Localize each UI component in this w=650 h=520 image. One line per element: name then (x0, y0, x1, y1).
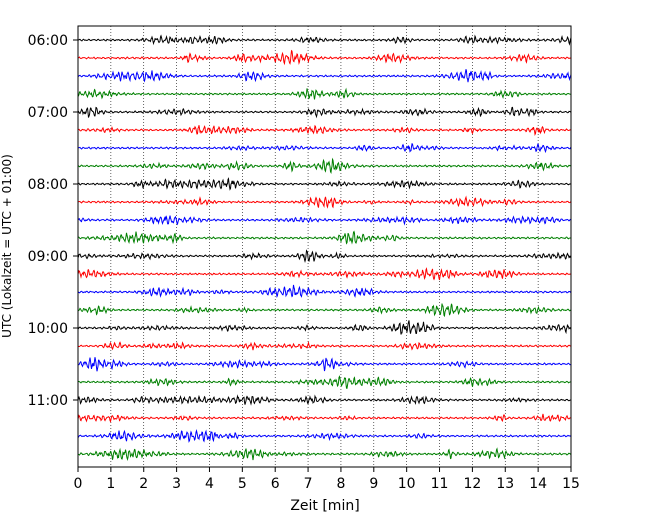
trace-line (77, 195, 572, 209)
trace-line (77, 303, 572, 318)
x-tick-label: 14 (529, 476, 547, 492)
trace-line (77, 447, 572, 462)
trace-line (77, 215, 572, 226)
x-tick-label: 12 (463, 476, 481, 492)
trace-line (77, 320, 572, 335)
trace-line (77, 413, 572, 423)
y-tick-label: 09:00 (28, 249, 68, 265)
trace-line (77, 284, 572, 299)
trace-line (77, 69, 572, 83)
x-tick-label: 9 (369, 476, 378, 492)
trace-line (77, 394, 572, 406)
trace-line (77, 143, 572, 154)
x-tick-label: 8 (336, 476, 345, 492)
x-tick-label: 11 (431, 476, 449, 492)
x-tick-label: 13 (496, 476, 514, 492)
y-tick-label: 07:00 (28, 105, 68, 121)
trace-line (77, 267, 572, 281)
x-axis: 0 1 2 3 4 5 6 7 8 9 10 11 12 13 14 15 (74, 467, 580, 492)
x-tick-label: 10 (398, 476, 416, 492)
x-tick-label: 1 (106, 476, 115, 492)
y-tick-label: 06:00 (28, 33, 68, 49)
x-tick-label: 4 (205, 476, 214, 492)
x-axis-label: Zeit [min] (290, 498, 359, 514)
trace-line (77, 429, 572, 443)
x-tick-label: 5 (238, 476, 247, 492)
trace-line (77, 157, 572, 175)
trace-line (77, 34, 572, 46)
x-tick-label: 3 (172, 476, 181, 492)
trace-line (77, 375, 572, 389)
trace-line (77, 357, 572, 372)
plot-frame (77, 25, 572, 468)
trace-line (77, 249, 572, 264)
trace-line (77, 124, 572, 137)
trace-line (77, 340, 572, 351)
trace-line (77, 177, 572, 191)
x-tick-label: 15 (562, 476, 580, 492)
trace-group (77, 34, 572, 462)
x-tick-label: 2 (139, 476, 148, 492)
y-tick-label: 08:00 (28, 177, 68, 193)
y-axis: 06:00 07:00 08:00 09:00 10:00 11:00 (28, 33, 78, 409)
x-tick-label: 7 (304, 476, 313, 492)
x-tick-label: 6 (271, 476, 280, 492)
y-tick-label: 10:00 (28, 321, 68, 337)
trace-line (77, 49, 572, 66)
grid-lines (110, 26, 539, 467)
y-axis-label: UTC (Lokalzeit = UTC + 01:00) (0, 154, 14, 338)
trace-line (77, 230, 572, 245)
trace-line (77, 106, 572, 119)
x-tick-label: 0 (74, 476, 83, 492)
trace-line (77, 87, 572, 100)
y-tick-label: 11:00 (28, 393, 68, 409)
